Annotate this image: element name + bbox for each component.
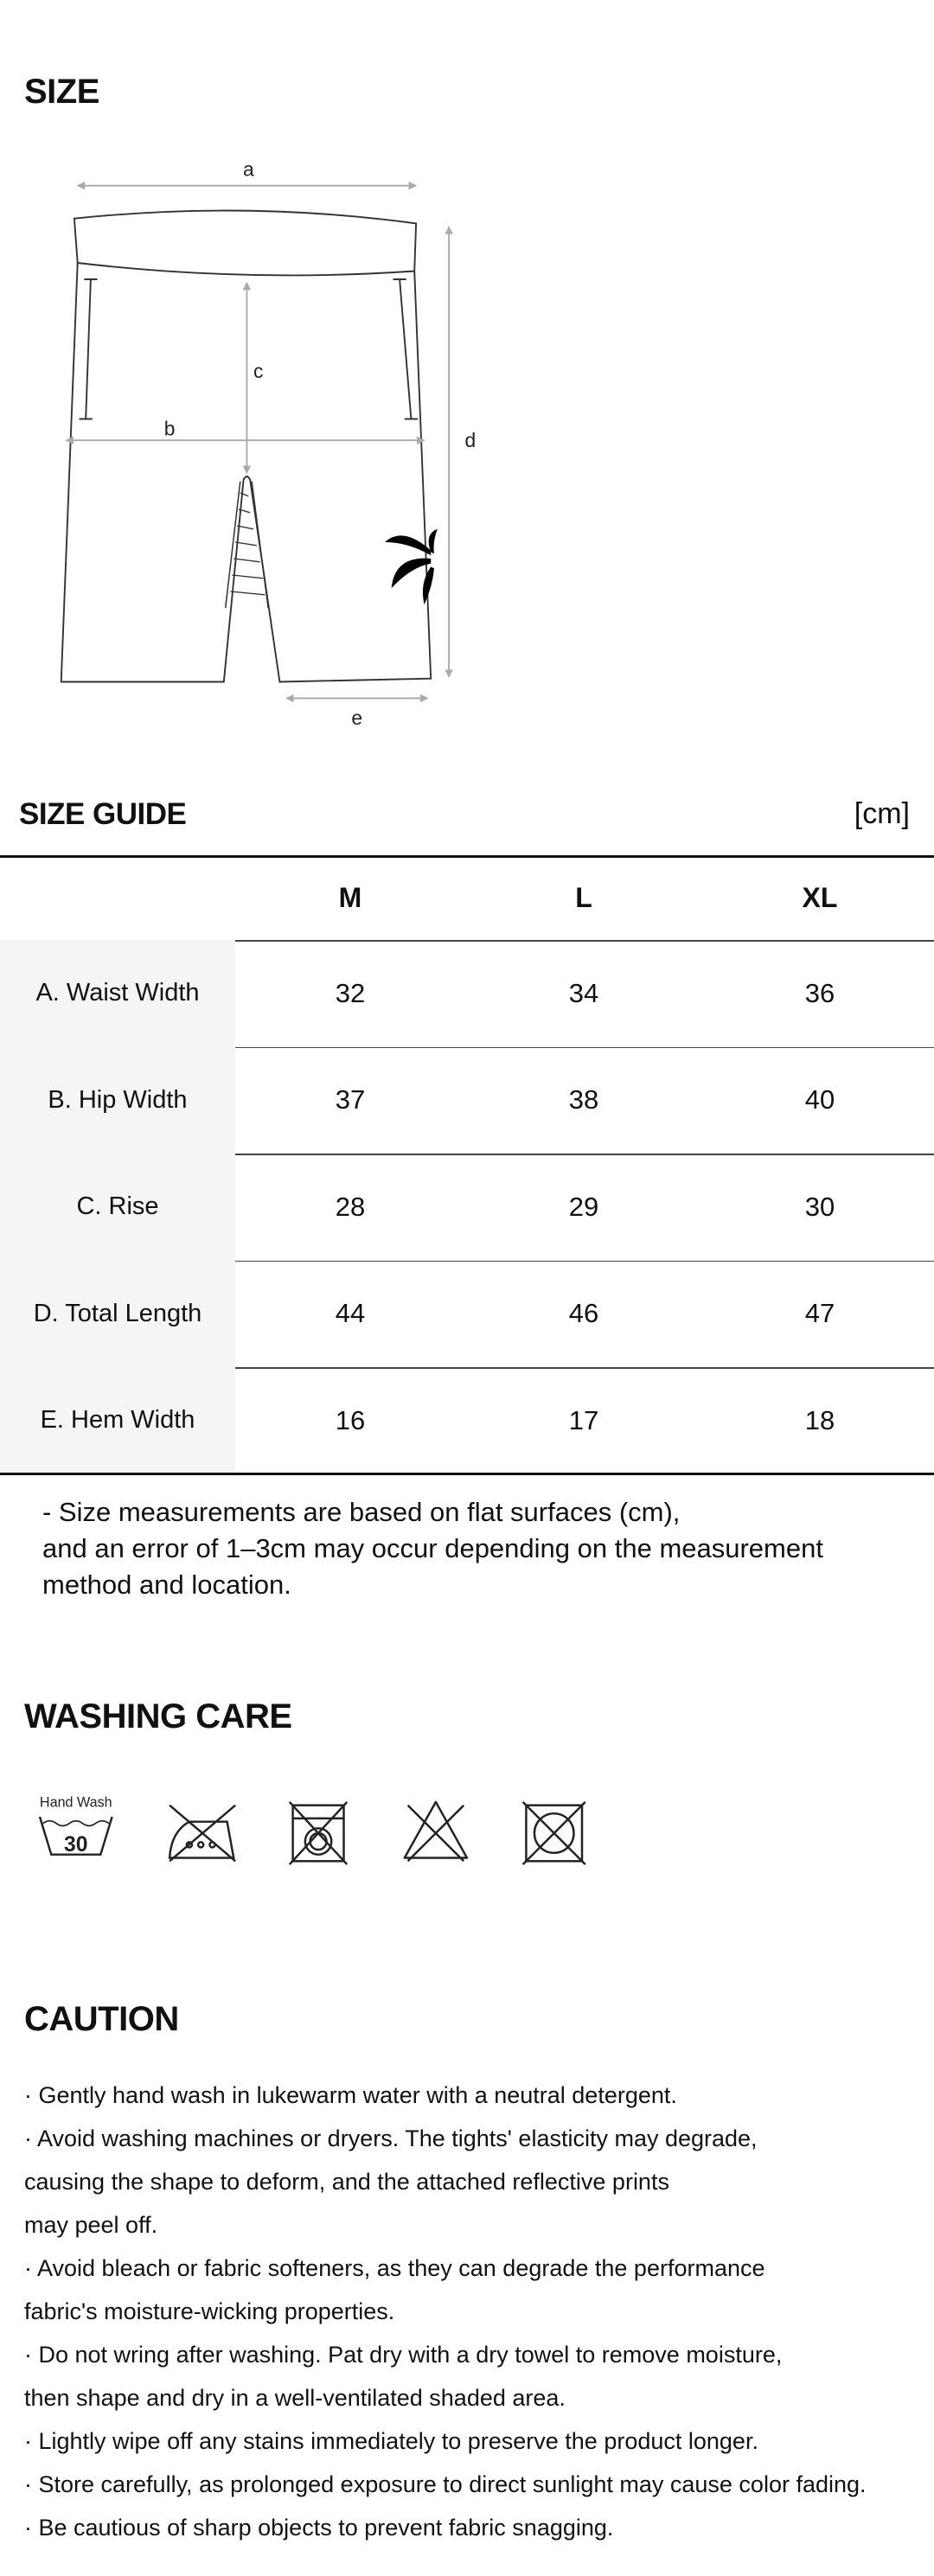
table-title: SIZE GUIDE — [19, 797, 187, 831]
measure-arrows — [65, 181, 453, 703]
hand-wash-icon — [38, 1816, 113, 1856]
hand-wash-temp: 30 — [64, 1833, 87, 1857]
caution-line: · Lightly wipe off any stains immediatel… — [24, 2428, 758, 2454]
size-value: 44 — [335, 1298, 366, 1329]
caution-line: · Gently hand wash in lukewarm water wit… — [24, 2082, 677, 2108]
diagram-label: a — [243, 157, 254, 180]
size-value: 16 — [335, 1404, 366, 1435]
header-rule — [0, 940, 934, 942]
row-label: E. Hem Width — [0, 1367, 235, 1474]
care-icons: Hand Wash 30 — [38, 1795, 586, 1865]
hand-wash-label: Hand Wash — [40, 1795, 112, 1811]
size-value: 38 — [568, 1084, 599, 1115]
size-value: 28 — [335, 1191, 366, 1222]
size-value: 40 — [804, 1084, 835, 1115]
section-title: SIZE — [24, 73, 99, 111]
section-title: CAUTION — [24, 2000, 179, 2038]
row-label: C. Rise — [0, 1154, 235, 1261]
row-rule — [0, 1154, 934, 1155]
size-value: 29 — [568, 1191, 599, 1222]
size-value: 36 — [804, 977, 835, 1008]
row-label: D. Total Length — [0, 1260, 235, 1367]
caution-line: · Avoid washing machines or dryers. The … — [24, 2125, 758, 2151]
row-label: B. Hip Width — [0, 1046, 235, 1154]
caution-line: causing the shape to deform, and the att… — [24, 2169, 669, 2195]
caution-line: fabric's moisture-wicking properties. — [24, 2298, 395, 2324]
row-rule — [0, 1260, 934, 1262]
size-value: 47 — [804, 1298, 835, 1329]
no-iron-icon — [168, 1804, 236, 1863]
size-note: - Size measurements are based on flat su… — [42, 1494, 823, 1603]
size-diagram: a b c d e — [60, 157, 476, 729]
caution-line: may peel off. — [24, 2212, 158, 2238]
size-value: 32 — [335, 977, 366, 1008]
row-rule — [0, 1046, 934, 1048]
no-machine-wash-icon — [288, 1801, 349, 1865]
row-label: A. Waist Width — [0, 940, 235, 1047]
column-header: XL — [802, 882, 838, 913]
section-title: WASHING CARE — [24, 1697, 292, 1735]
caution-line: · Do not wring after washing. Pat dry wi… — [24, 2342, 783, 2368]
no-bleach-icon — [403, 1800, 469, 1863]
row-rule — [0, 1367, 934, 1369]
row-rule — [0, 1473, 934, 1475]
note-line: and an error of 1–3cm may occur dependin… — [42, 1533, 823, 1563]
size-value: 46 — [568, 1298, 599, 1329]
size-value: 17 — [568, 1404, 599, 1435]
unit-label: [cm] — [854, 797, 910, 830]
column-header: M — [338, 882, 362, 913]
note-line: - Size measurements are based on flat su… — [42, 1497, 681, 1527]
diagram-label: d — [464, 429, 476, 451]
size-value: 37 — [335, 1084, 366, 1115]
diagram-label: c — [253, 360, 263, 382]
size-value: 30 — [804, 1191, 835, 1222]
size-value: 18 — [804, 1404, 835, 1435]
note-line: method and location. — [42, 1569, 291, 1600]
caution-line: · Avoid bleach or fabric softeners, as t… — [24, 2255, 765, 2281]
caution-line: · Store carefully, as prolonged exposure… — [24, 2471, 867, 2497]
size-value: 34 — [568, 977, 599, 1008]
caution-line: · Be cautious of sharp objects to preven… — [24, 2515, 614, 2541]
column-header: L — [575, 882, 592, 913]
table-top-rule — [0, 854, 934, 858]
caution-line: then shape and dry in a well-ventilated … — [24, 2385, 566, 2411]
diagram-label: b — [164, 418, 176, 440]
shorts-outline — [60, 209, 432, 683]
logo — [385, 528, 438, 605]
no-tumble-dry-icon — [521, 1801, 586, 1865]
diagram-label: e — [351, 706, 362, 729]
